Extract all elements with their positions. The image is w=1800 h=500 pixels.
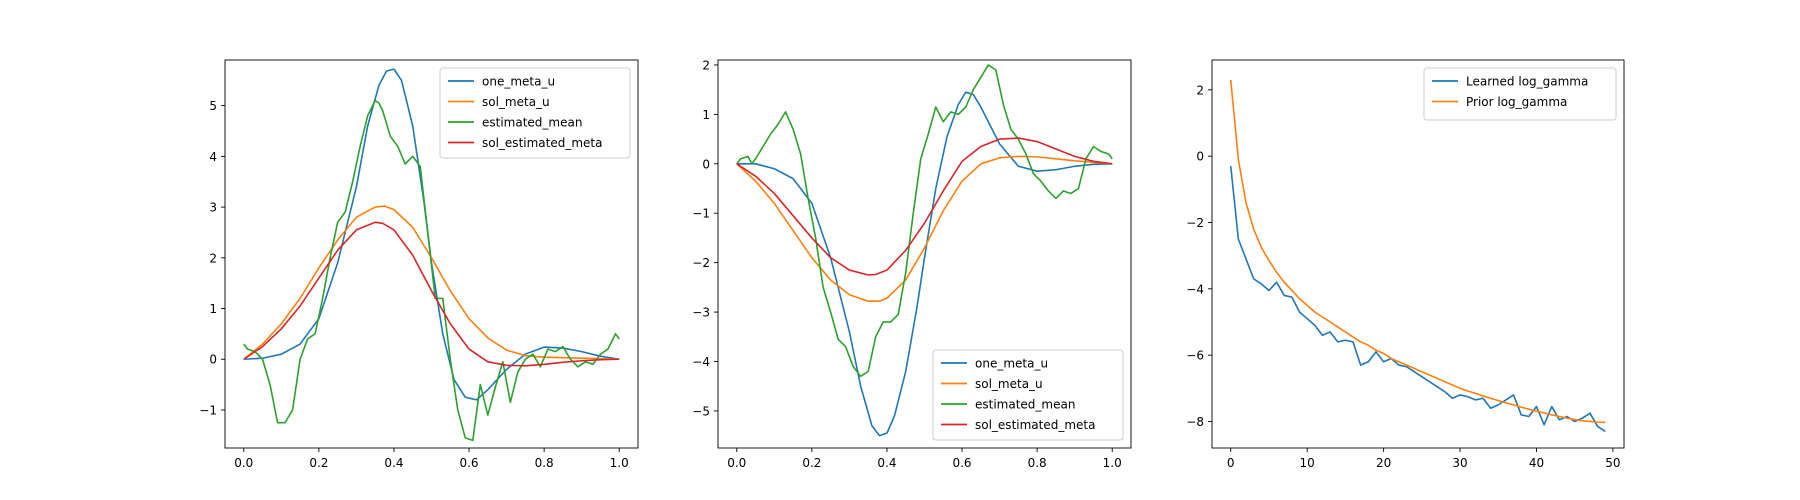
y-tick-label: −4 bbox=[1186, 282, 1204, 296]
legend-label: estimated_mean bbox=[482, 116, 582, 130]
legend: one_meta_u sol_meta_u estimated_mean sol_es… bbox=[439, 67, 631, 159]
x-tick-label: 30 bbox=[1452, 456, 1467, 470]
series-line-sol-meta-u bbox=[243, 205, 620, 361]
series-line-estimated-mean bbox=[736, 64, 1113, 378]
y-tick-label: −4 bbox=[692, 355, 710, 369]
x-tick-label: 20 bbox=[1376, 456, 1391, 470]
legend-label: one_meta_u bbox=[482, 75, 555, 89]
y-tick-label: −1 bbox=[692, 207, 710, 221]
legend: one_meta_u sol_meta_u estimated_mean sol_es… bbox=[932, 349, 1124, 441]
series-line-prior-log-gamma bbox=[1229, 79, 1606, 424]
y-tick-label: −3 bbox=[692, 306, 710, 320]
legend-label: sol_estimated_meta bbox=[482, 136, 602, 150]
y-tick-label: −6 bbox=[1186, 349, 1204, 363]
x-tick-label: 40 bbox=[1529, 456, 1544, 470]
y-tick-label: 1 bbox=[702, 108, 710, 122]
y-tick-label: 0 bbox=[702, 157, 710, 171]
y-tick-label: 4 bbox=[209, 150, 217, 164]
axes-frame bbox=[717, 59, 1132, 449]
y-tick-label: 2 bbox=[209, 251, 217, 265]
chart-panel-3: 0 10 20 30 40 50 −8 −6 −4 −2 0 2 Learned log_gamma Pr… bbox=[1186, 59, 1625, 470]
legend-box bbox=[932, 349, 1124, 441]
x-tick-label: 0.6 bbox=[952, 456, 971, 470]
chart-panel-1: 0.0 0.2 0.4 0.6 0.8 1.0 −1 0 1 2 3 4 5 one_meta_u sol_… bbox=[199, 59, 639, 470]
y-tick-label: 1 bbox=[209, 302, 217, 316]
x-tick-label: 50 bbox=[1605, 456, 1620, 470]
x-tick-label: 1.0 bbox=[1103, 456, 1122, 470]
x-tick-label: 0.0 bbox=[727, 456, 746, 470]
legend-label: estimated_mean bbox=[975, 398, 1075, 412]
legend-label: sol_meta_u bbox=[975, 377, 1043, 391]
legend-label: Learned log_gamma bbox=[1466, 75, 1588, 89]
x-tick-label: 0.2 bbox=[309, 456, 328, 470]
x-tick-label: 10 bbox=[1300, 456, 1315, 470]
x-tick-label: 0.8 bbox=[1028, 456, 1047, 470]
chart-panel-2: 0.0 0.2 0.4 0.6 0.8 1.0 −5 −4 −3 −2 −1 0 1 2 one_meta_… bbox=[692, 58, 1132, 470]
x-tick-label: 0.8 bbox=[535, 456, 554, 470]
x-tick-label: 0.4 bbox=[384, 456, 403, 470]
x-tick-label: 0.0 bbox=[234, 456, 253, 470]
y-tick-label: 5 bbox=[209, 99, 217, 113]
y-tick-label: 2 bbox=[1196, 83, 1204, 97]
y-tick-label: −2 bbox=[1186, 216, 1204, 230]
y-tick-label: 2 bbox=[702, 58, 710, 72]
x-tick-label: 0 bbox=[1227, 456, 1235, 470]
axes-frame bbox=[224, 59, 639, 449]
y-tick-label: −8 bbox=[1186, 415, 1204, 429]
series-line-sol-meta-u bbox=[736, 155, 1113, 302]
series-line-one-meta-u bbox=[736, 91, 1113, 437]
x-tick-label: 0.2 bbox=[802, 456, 821, 470]
series-line-estimated-mean bbox=[243, 99, 620, 442]
x-tick-label: 1.0 bbox=[610, 456, 629, 470]
legend-label: sol_estimated_meta bbox=[975, 418, 1095, 432]
series-line-learned-log-gamma bbox=[1229, 166, 1606, 433]
x-tick-label: 0.6 bbox=[459, 456, 478, 470]
legend: Learned log_gamma Prior log_gamma bbox=[1423, 67, 1617, 121]
y-tick-label: −5 bbox=[692, 404, 710, 418]
y-tick-label: 0 bbox=[1196, 150, 1204, 164]
y-tick-label: 0 bbox=[209, 353, 217, 367]
series-line-sol-estimated-meta bbox=[243, 221, 620, 367]
y-tick-label: 3 bbox=[209, 201, 217, 215]
x-tick-label: 0.4 bbox=[877, 456, 896, 470]
legend-label: one_meta_u bbox=[975, 357, 1048, 371]
legend-label: sol_meta_u bbox=[482, 95, 550, 109]
axes-frame bbox=[1211, 59, 1625, 449]
legend-label: Prior log_gamma bbox=[1466, 95, 1567, 109]
y-tick-label: −2 bbox=[692, 256, 710, 270]
legend-box bbox=[439, 67, 631, 159]
y-tick-label: −1 bbox=[199, 403, 217, 417]
series-line-sol-estimated-meta bbox=[736, 137, 1113, 276]
legend-box bbox=[1423, 67, 1617, 121]
